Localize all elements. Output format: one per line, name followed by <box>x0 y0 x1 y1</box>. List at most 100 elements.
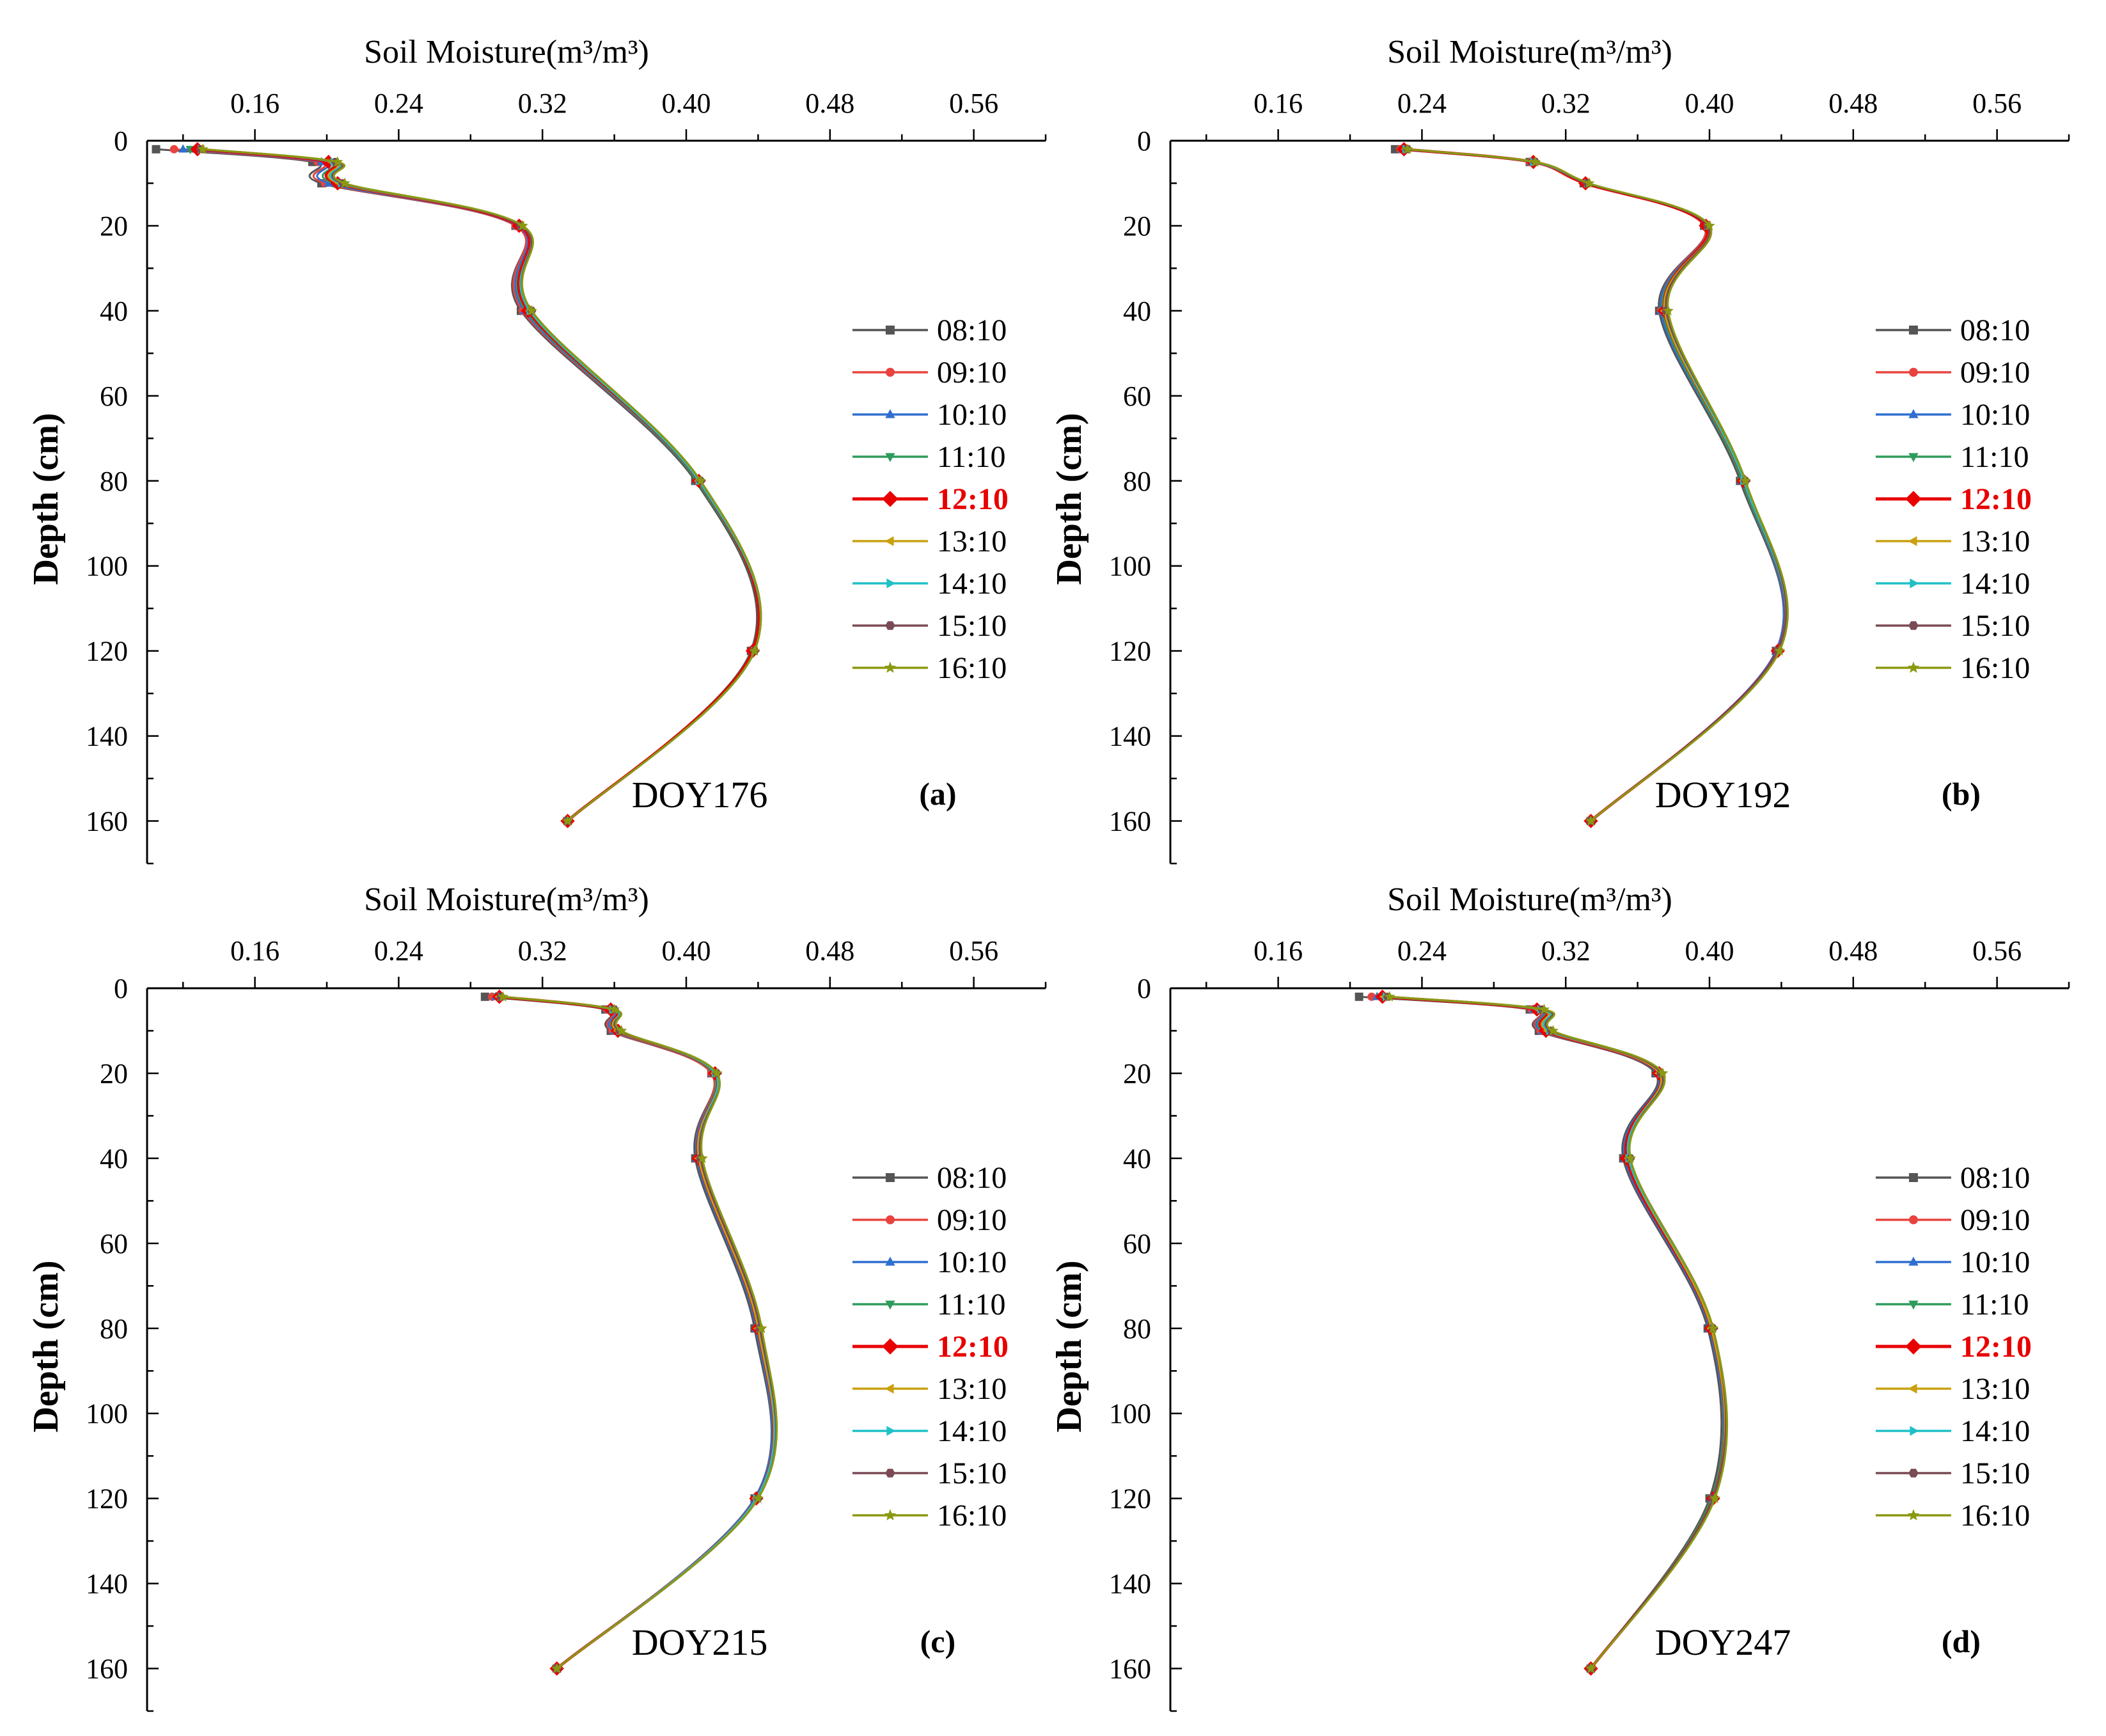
legend-marker <box>1908 1384 1917 1394</box>
x-tick-label: 0.24 <box>1397 935 1447 967</box>
y-axis-title: Depth (cm) <box>1049 413 1089 585</box>
data-point <box>1662 304 1674 316</box>
data-point <box>608 1004 620 1014</box>
data-point <box>1708 1322 1719 1334</box>
series-group <box>1355 990 1729 1676</box>
series-line-1010 <box>1401 148 1786 822</box>
data-point <box>1585 815 1597 826</box>
x-tick-label: 0.40 <box>662 88 711 119</box>
legend-label: 13:10 <box>1960 1372 2030 1406</box>
legend-marker <box>885 409 895 418</box>
data-point <box>1657 1067 1669 1078</box>
legend-marker <box>885 1300 895 1310</box>
y-tick-label: 100 <box>1109 1398 1151 1430</box>
legend-marker <box>1907 1509 1920 1520</box>
legend-marker <box>1908 368 1918 377</box>
series-line-1310 <box>498 995 776 1669</box>
series-group <box>480 990 778 1676</box>
x-tick-label: 0.32 <box>1541 935 1591 967</box>
legend-label: 11:10 <box>1960 1288 2029 1322</box>
y-tick-label: 20 <box>100 210 128 242</box>
legend-marker <box>885 1469 895 1478</box>
panel-letter: (a) <box>919 776 956 812</box>
data-point <box>152 145 161 154</box>
legend-marker <box>885 621 895 630</box>
legend-marker <box>885 368 895 377</box>
series-line-1110 <box>496 995 776 1669</box>
y-tick-label: 40 <box>100 1143 128 1174</box>
series-line-0810 <box>1358 995 1723 1669</box>
legend-marker <box>1905 1338 1922 1355</box>
legend-label: 14:10 <box>1960 1414 2030 1448</box>
x-axis-title: Soil Moisture(m³/m³) <box>1387 881 1672 918</box>
legend-marker <box>1910 578 1919 588</box>
y-tick-label: 120 <box>86 636 128 667</box>
y-tick-label: 160 <box>1109 806 1151 837</box>
y-tick-label: 120 <box>1109 636 1151 667</box>
legend-marker <box>1908 536 1917 546</box>
y-tick-label: 0 <box>1137 125 1151 157</box>
x-tick-label: 0.48 <box>805 935 854 967</box>
x-tick-label: 0.40 <box>1685 935 1734 967</box>
legend-label: 15:10 <box>937 1456 1007 1490</box>
data-point <box>1547 1025 1559 1036</box>
data-point <box>1585 1662 1597 1673</box>
legend-label: 15:10 <box>1960 1456 2030 1490</box>
x-tick-label: 0.32 <box>518 935 567 967</box>
y-tick-label: 40 <box>100 296 128 327</box>
legend-marker <box>1907 661 1920 673</box>
legend-marker <box>1908 1173 1918 1182</box>
data-point <box>1740 475 1751 486</box>
x-tick-label: 0.16 <box>230 935 279 967</box>
x-tick-label: 0.56 <box>949 88 998 119</box>
x-tick-label: 0.40 <box>1685 88 1734 119</box>
data-point <box>197 143 208 154</box>
data-point <box>517 219 528 231</box>
y-tick-label: 100 <box>1109 551 1151 582</box>
legend-marker <box>882 1338 899 1355</box>
legend-label: 09:10 <box>1960 356 2030 390</box>
legend-label: 09:10 <box>1960 1203 2030 1237</box>
data-point <box>1583 177 1595 188</box>
series-group <box>1390 142 1789 828</box>
data-point <box>756 1322 767 1334</box>
series-line-1410 <box>1385 995 1727 1669</box>
series-line-0810 <box>483 995 773 1669</box>
legend: 08:10 09:10 10:10 11:10 12:10 13:10 14:10 15:10… <box>852 1161 1009 1533</box>
legend-label: 10:10 <box>937 1245 1007 1279</box>
legend-label: 14:10 <box>937 567 1007 601</box>
legend-label: 12:10 <box>937 1330 1009 1364</box>
series-line-0810 <box>155 148 758 822</box>
data-point <box>752 1492 764 1503</box>
data-point <box>1538 1004 1550 1014</box>
y-tick-label: 80 <box>100 1313 128 1345</box>
legend-label: 15:10 <box>1960 609 2030 643</box>
data-point <box>562 815 574 826</box>
legend-label: 16:10 <box>1960 651 2030 685</box>
data-point <box>1384 991 1395 1002</box>
data-point <box>480 992 489 1001</box>
legend-marker <box>1908 1256 1919 1266</box>
legend-label: 10:10 <box>1960 398 2030 432</box>
legend-label: 16:10 <box>1960 1499 2030 1533</box>
x-tick-label: 0.56 <box>1972 88 2022 119</box>
x-axis-title: Soil Moisture(m³/m³) <box>1387 34 1672 70</box>
legend-marker <box>885 1173 895 1182</box>
y-tick-label: 0 <box>114 973 128 1004</box>
panel-letter: (b) <box>1942 776 1981 812</box>
panel-doy-label: DOY192 <box>1655 774 1791 816</box>
legend-marker <box>886 1426 896 1436</box>
y-tick-label: 20 <box>1123 210 1151 242</box>
series-line-1610 <box>501 995 778 1669</box>
legend-label: 11:10 <box>1960 440 2029 474</box>
data-point <box>526 304 537 316</box>
x-tick-label: 0.56 <box>1972 935 2022 967</box>
series-line-0910 <box>173 148 760 822</box>
data-point <box>711 1067 723 1078</box>
x-tick-label: 0.40 <box>662 935 711 967</box>
legend: 08:10 09:10 10:10 11:10 12:10 13:10 14:10 15:10… <box>1875 1161 2032 1533</box>
legend-marker <box>885 1256 895 1266</box>
data-point <box>1624 1152 1636 1164</box>
series-line-1510 <box>200 148 762 822</box>
